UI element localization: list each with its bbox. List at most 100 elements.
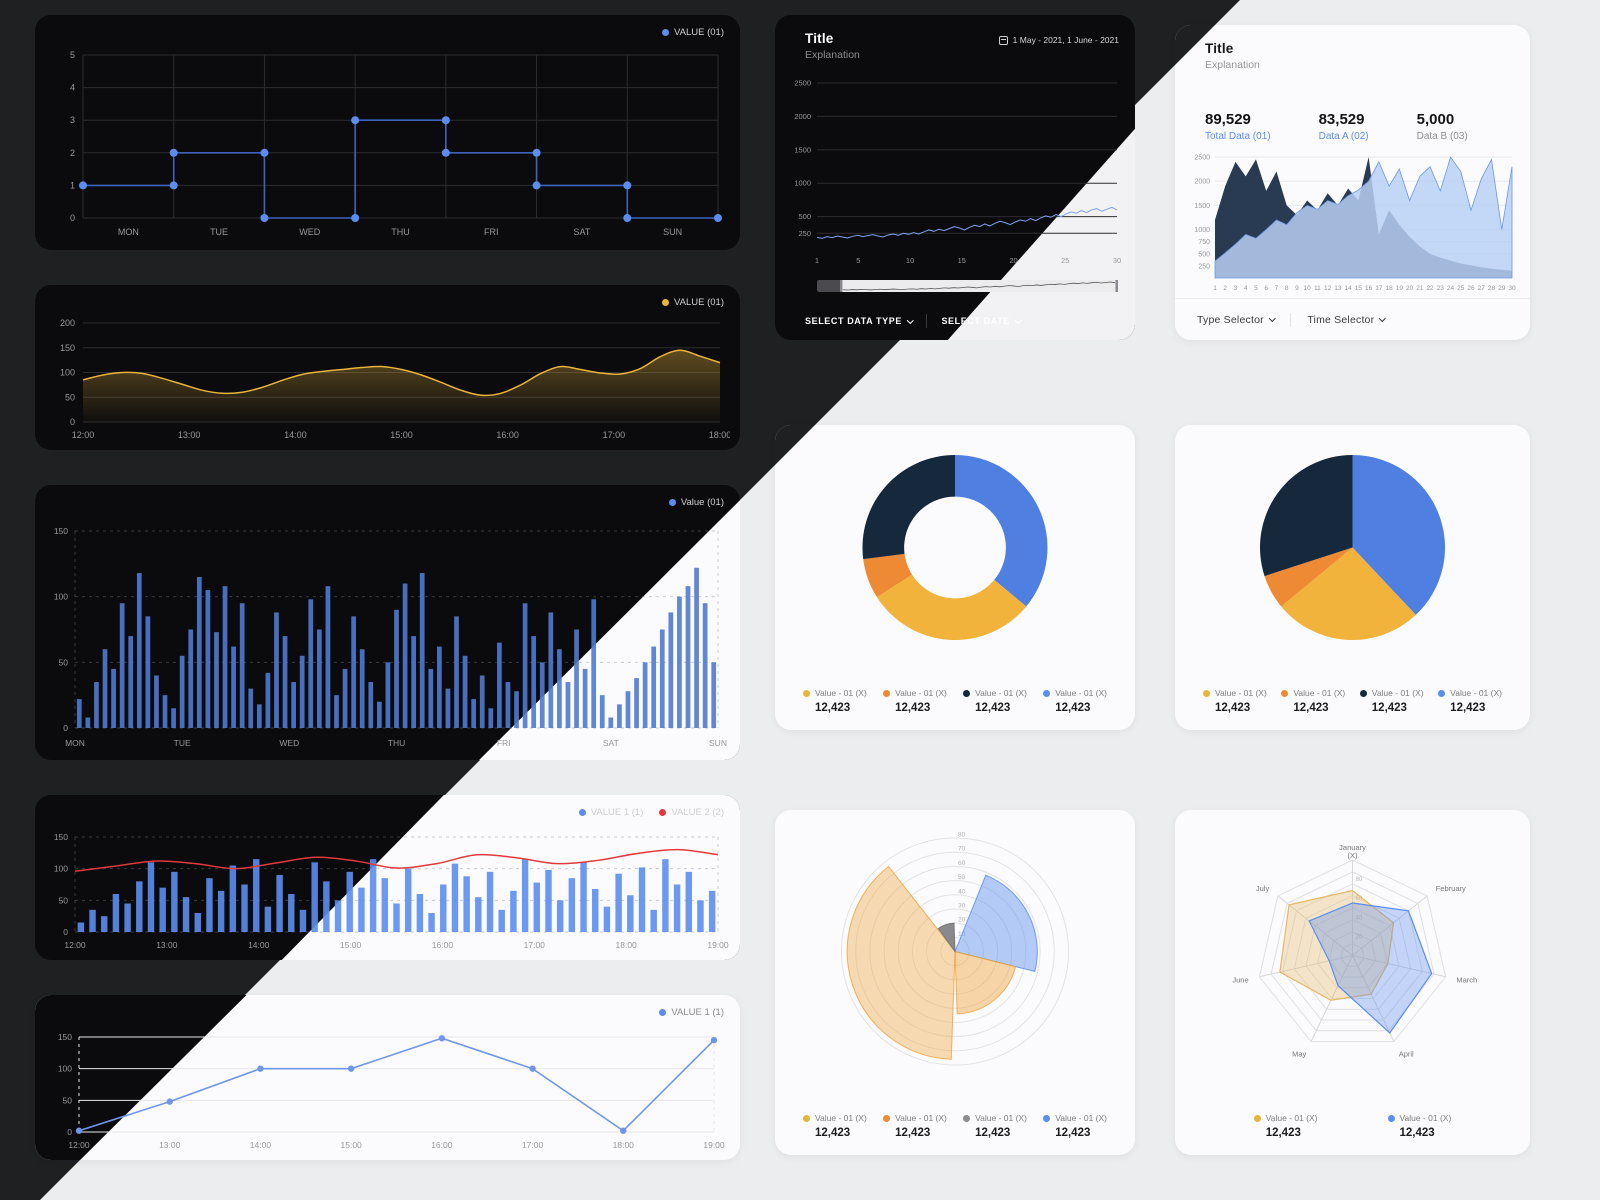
svg-text:February: February <box>1436 884 1466 893</box>
card-pie-chart: Value - 01 (X) 12,423 Value - 01 (X) 12,42… <box>1175 425 1530 730</box>
chart-legend: Value - 01 (X) 12,423 Value - 01 (X) 12,42… <box>1195 1113 1510 1139</box>
legend-label: Value - 01 (X) <box>1399 1113 1452 1123</box>
date-range-picker[interactable]: 1 May - 2021, 1 June - 2021 <box>998 35 1119 45</box>
svg-text:June: June <box>1232 976 1248 985</box>
svg-text:15:00: 15:00 <box>390 430 413 440</box>
pie-slice <box>863 553 913 598</box>
svg-text:10: 10 <box>906 256 914 265</box>
legend-item: VALUE (01) <box>662 27 724 38</box>
card-area-chart: VALUE (01) 0 50 100 150 200 12:00 13:00 14:00 15… <box>35 285 740 450</box>
chevron-down-icon <box>1268 315 1276 322</box>
legend-dot <box>662 28 670 36</box>
brush-line-chart[interactable]: 250 500 1000 1500 2000 2500 1 5 10 15 20 25 30 <box>785 77 1125 296</box>
pie-slice <box>1260 455 1353 577</box>
svg-text:7: 7 <box>1275 285 1279 292</box>
pie-slice <box>862 455 955 560</box>
svg-text:MON: MON <box>65 738 85 748</box>
chevron-down-icon <box>907 316 914 324</box>
svg-text:0: 0 <box>63 927 68 937</box>
stat-data-b: 5,000 Data B (03) <box>1417 111 1468 142</box>
svg-text:23: 23 <box>1437 285 1445 292</box>
bars-plus-line-svg: 0 50 100 150 12:00 13:00 14:00 15:00 16:00 17:00 1… <box>54 832 729 950</box>
type-selector-dropdown[interactable]: Type Selector <box>1197 314 1276 326</box>
svg-text:60: 60 <box>958 860 966 867</box>
legend-item: Value - 01 (X) 12,423 <box>1359 688 1424 714</box>
svg-text:13:00: 13:00 <box>156 940 178 950</box>
select-data-type-dropdown[interactable]: SELECT DATA TYPE <box>805 316 914 326</box>
card-subtitle: Explanation <box>1205 59 1260 71</box>
svg-text:12:00: 12:00 <box>68 1140 90 1150</box>
legend-label: Value - 01 (X) <box>815 688 867 698</box>
svg-text:18:00: 18:00 <box>709 430 730 440</box>
svg-text:13:00: 13:00 <box>178 430 201 440</box>
legend-label: Value - 01 (X) <box>1265 1113 1318 1123</box>
svg-text:2500: 2500 <box>794 79 811 88</box>
svg-text:80: 80 <box>1356 877 1363 883</box>
stat-value: 89,529 <box>1205 111 1251 128</box>
svg-text:WED: WED <box>299 227 320 237</box>
svg-text:SAT: SAT <box>603 738 619 748</box>
time-selector-dropdown[interactable]: Time Selector <box>1307 314 1386 326</box>
svg-text:9: 9 <box>1295 285 1299 292</box>
svg-text:FRI: FRI <box>484 227 499 237</box>
select-date-dropdown[interactable]: SELECT DATE <box>941 316 1022 326</box>
legend-value: 12,423 <box>1399 1127 1435 1139</box>
svg-text:16:00: 16:00 <box>432 940 454 950</box>
bars-week-svg: 0 50 100 150 MON TUE WED THU FRI SAT SUN <box>54 526 727 748</box>
svg-text:MON: MON <box>118 227 139 237</box>
svg-text:17:00: 17:00 <box>524 940 546 950</box>
svg-text:0: 0 <box>63 723 68 733</box>
stat-value: 5,000 <box>1416 111 1455 128</box>
svg-text:1000: 1000 <box>794 179 811 188</box>
polar-sector <box>954 950 1017 1015</box>
svg-text:500: 500 <box>798 212 811 221</box>
svg-text:150: 150 <box>54 526 68 536</box>
legend-value: 12,423 <box>895 1127 931 1139</box>
legend-item: Value - 01 (X) 12,423 <box>1253 1113 1318 1139</box>
polar-sector <box>846 865 956 1060</box>
svg-text:July: July <box>1256 884 1270 893</box>
selector-row: Type Selector Time Selector <box>1175 298 1530 340</box>
svg-text:50: 50 <box>65 392 75 402</box>
card-subtitle: Explanation <box>805 49 860 61</box>
legend-label: Value - 01 (X) <box>1450 688 1502 698</box>
svg-text:200: 200 <box>60 318 75 328</box>
card-timeseries-dark: Title Explanation 1 May - 2021, 1 June -… <box>775 15 1135 340</box>
svg-text:1000: 1000 <box>1194 227 1210 234</box>
legend-item: Value - 01 (X) 12,423 <box>963 688 1027 714</box>
svg-text:19:00: 19:00 <box>703 1140 725 1150</box>
series-area <box>1214 156 1513 279</box>
legend-item: Value - 01 (X) 12,423 <box>1043 1113 1107 1139</box>
svg-text:18:00: 18:00 <box>616 940 638 950</box>
svg-text:4: 4 <box>70 83 75 93</box>
svg-text:1500: 1500 <box>1194 203 1210 210</box>
svg-text:1: 1 <box>1213 285 1217 292</box>
legend-dot <box>1438 690 1446 698</box>
dropdown-label: SELECT DATA TYPE <box>805 316 902 326</box>
legend-label: Value - 01 (X) <box>895 688 947 698</box>
legend-dot <box>1281 690 1289 698</box>
legend-item: Value - 01 (X) 12,423 <box>1203 688 1267 714</box>
legend-dot <box>803 690 810 698</box>
svg-text:80: 80 <box>958 832 966 839</box>
brush-thumb[interactable] <box>841 280 1117 292</box>
legend-dot <box>963 690 971 698</box>
pie-svg <box>1260 455 1445 640</box>
svg-text:14:00: 14:00 <box>248 940 270 950</box>
svg-text:750: 750 <box>1198 239 1210 246</box>
svg-text:100: 100 <box>58 1064 72 1074</box>
svg-text:1500: 1500 <box>794 145 811 154</box>
area-yellow-svg: 0 50 100 150 200 12:00 13:00 14:00 15:00 16:00 17:… <box>60 318 730 440</box>
pie-slice <box>876 574 1027 640</box>
legend-item: Value (01) <box>668 497 724 508</box>
svg-text:SAT: SAT <box>574 227 591 237</box>
svg-text:3: 3 <box>70 115 75 125</box>
pie-slice <box>1281 547 1416 640</box>
legend-value: 12,423 <box>815 702 851 714</box>
svg-text:0: 0 <box>70 213 75 223</box>
legend-value: 12,423 <box>1215 702 1251 714</box>
svg-text:SUN: SUN <box>709 738 727 748</box>
pie-slice <box>955 455 1048 607</box>
donut-chart <box>795 449 1115 646</box>
